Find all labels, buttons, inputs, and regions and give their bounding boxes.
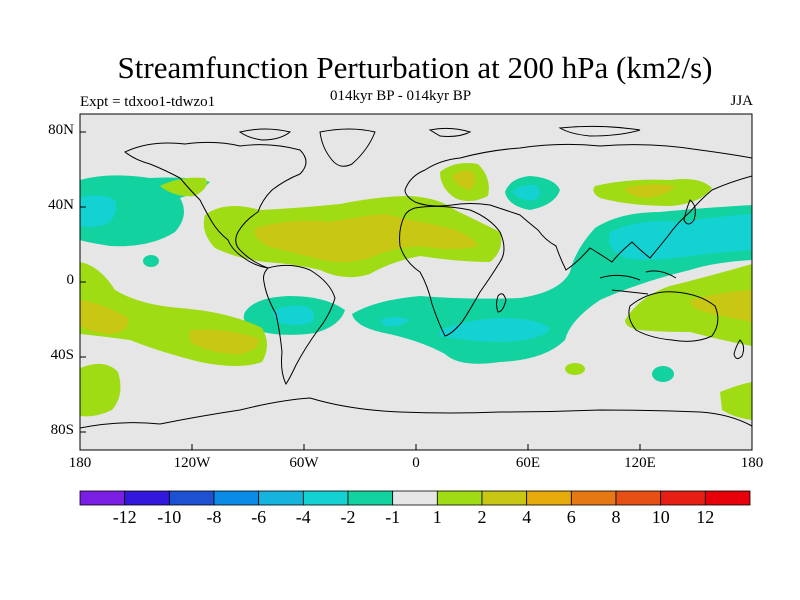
colorbar-swatch-6 (347, 490, 394, 506)
colorbar-label: -10 (157, 507, 182, 527)
field-spacific-core-2 (190, 329, 259, 354)
coast-greenland (319, 128, 376, 167)
colorbar-label: 12 (696, 507, 715, 527)
coast-australia (628, 291, 719, 342)
coast-arctic-islands (238, 125, 641, 141)
lon-label-60e: 60E (515, 455, 541, 471)
field-southern-ocean-blob-1 (652, 366, 674, 382)
colorbar-swatch-5 (302, 490, 349, 506)
colorbar-label: -1 (385, 507, 401, 527)
field-southern-ocean-blob-2 (565, 363, 585, 375)
colorbar-swatch-9 (481, 490, 528, 506)
lat-label-80s: 80S (50, 422, 74, 438)
lon-label-60w: 60W (289, 455, 319, 471)
colorbar-label: 10 (651, 507, 670, 527)
colorbar (79, 490, 751, 506)
field-atlantic-africa-core (254, 214, 478, 262)
colorbar-label: -8 (206, 507, 222, 527)
colorbar-label: 6 (566, 507, 576, 527)
colorbar-swatch-4 (258, 490, 304, 506)
colorbar-swatch-14 (704, 490, 751, 506)
field-sam-west-core (272, 305, 314, 325)
colorbar-swatch-11 (570, 490, 617, 506)
colorbar-swatch-1 (124, 490, 170, 506)
field-spacific-core (80, 300, 129, 334)
lon-label-0: 0 (412, 455, 420, 471)
colorbar-swatch-7 (392, 490, 438, 506)
colorbar-label: -6 (251, 507, 267, 527)
colorbar-label: -2 (340, 507, 356, 527)
colorbar-label: 8 (611, 507, 621, 527)
coast-africa (399, 205, 505, 337)
field-sw-pacific-core (690, 290, 752, 322)
colorbar-swatch-8 (436, 490, 483, 506)
map-background (80, 114, 752, 450)
coast-antarctica (80, 397, 752, 429)
lon-label-120w: 120W (173, 455, 211, 471)
field-central-asia-core (512, 184, 540, 201)
lon-label-120e: 120E (624, 455, 656, 471)
field-siberia-core (625, 184, 675, 198)
period-subtitle: 014kyr BP - 014kyr BP (330, 88, 472, 104)
field-south-atlantic-core (380, 317, 410, 327)
colorbar-swatch-10 (526, 490, 572, 506)
lat-label-0: 0 (66, 272, 75, 288)
lat-label-40n: 40N (48, 197, 74, 213)
colorbar-label: 1 (432, 507, 442, 527)
colorbar-label: 4 (522, 507, 532, 527)
field-npacific-core (80, 195, 117, 227)
colorbar-label: -12 (112, 507, 137, 527)
lon-label-180e: 180 (740, 455, 764, 471)
axis-ticks (79, 131, 753, 450)
coast-south-america (263, 264, 336, 385)
colorbar-swatch-2 (168, 490, 215, 506)
experiment-label: Expt = tdxoo1-tdwzo1 (80, 94, 216, 110)
coastlines (80, 125, 752, 429)
field-sw-pacific (625, 264, 752, 346)
colorbar-swatch-12 (615, 490, 662, 506)
field-mediterranean-core (452, 170, 476, 190)
lon-label-180w: 180 (68, 455, 92, 471)
coast-eurasia (404, 143, 752, 271)
lat-label-40s: 40S (50, 347, 74, 363)
colorbar-label: -4 (295, 507, 311, 527)
field-hawaii-blob (143, 255, 159, 267)
field-southern-ocean-west (80, 363, 121, 417)
coast-indonesia (599, 270, 677, 295)
colorbar-label: 2 (477, 507, 487, 527)
colorbar-swatch-13 (660, 490, 706, 506)
field-indian-core (440, 318, 550, 342)
colorbar-swatch-0 (79, 490, 126, 506)
map-panel (80, 114, 752, 450)
coast-new-zealand (733, 339, 745, 360)
field-npacific-east (160, 177, 208, 197)
lat-label-80n: 80N (48, 122, 74, 138)
field-southern-ocean-east (720, 382, 752, 420)
map-title: Streamfunction Perturbation at 200 hPa (… (117, 50, 713, 85)
field-wpacific-core (609, 214, 752, 260)
season-label: JJA (730, 93, 753, 109)
coast-north-america (124, 141, 307, 269)
positive-anomaly-fields (80, 163, 752, 420)
negative-anomaly-fields (80, 175, 752, 382)
coast-madagascar (496, 293, 507, 313)
coast-japan (683, 199, 696, 225)
colorbar-swatch-3 (213, 490, 260, 506)
